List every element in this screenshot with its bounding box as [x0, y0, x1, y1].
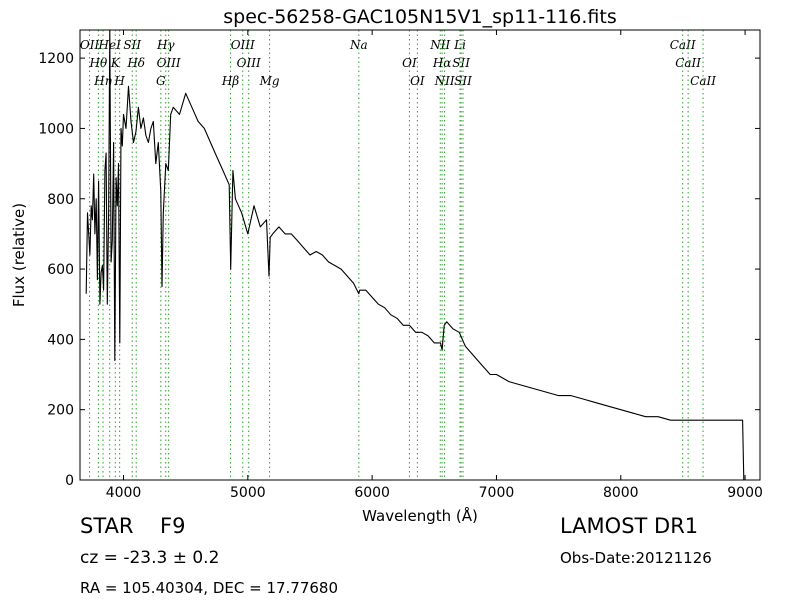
line-marker-label: H: [113, 74, 125, 88]
x-axis-label: Wavelength (Å): [362, 506, 478, 525]
line-marker-label: CaII: [675, 56, 701, 70]
line-marker-label: OIII: [237, 56, 261, 70]
line-marker-label: Hα: [432, 56, 452, 70]
plot-frame: [79, 29, 761, 481]
line-marker-label: Hβ: [221, 74, 239, 88]
y-tick-label: 800: [47, 192, 74, 208]
line-marker-label: NII: [434, 74, 455, 88]
line-marker-label: G: [156, 74, 166, 88]
line-marker-label: CaII: [690, 74, 716, 88]
line-marker-label: Li: [453, 38, 466, 52]
y-tick-label: 200: [47, 403, 74, 419]
line-marker-label: OI: [402, 56, 417, 70]
line-marker-label: Na: [349, 38, 368, 52]
y-axis-label: Flux (relative): [10, 203, 28, 307]
line-marker-label: SII: [452, 56, 470, 70]
x-tick-label: 9000: [727, 485, 763, 501]
line-marker-label: OIII: [157, 56, 181, 70]
chart-title: spec-56258-GAC105N15V1_sp11-116.fits: [223, 6, 617, 28]
y-tick-label: 600: [47, 262, 74, 278]
line-marker-label: SII: [123, 38, 141, 52]
line-marker-label: Hδ: [126, 56, 145, 70]
x-tick-label: 5000: [230, 485, 266, 501]
line-marker-label: Mg: [259, 74, 280, 88]
sky-coordinates: RA = 105.40304, DEC = 17.77680: [80, 579, 339, 597]
y-tick-label: 1200: [38, 51, 74, 67]
line-marker-label: OII: [80, 38, 100, 52]
object-class: STAR: [80, 514, 134, 538]
observation-date: Obs-Date:20121126: [560, 549, 712, 567]
y-tick-label: 400: [47, 332, 74, 348]
x-tick-label: 8000: [603, 485, 639, 501]
x-tick-label: 7000: [479, 485, 515, 501]
line-marker-label: K: [110, 56, 121, 70]
line-marker-label: SII: [454, 74, 472, 88]
y-tick-label: 1000: [38, 121, 74, 137]
survey-name: LAMOST DR1: [560, 514, 699, 538]
line-marker-label: Hθ: [89, 56, 108, 70]
line-marker-label: OIII: [231, 38, 255, 52]
x-tick-label: 4000: [106, 485, 142, 501]
object-subclass: F9: [160, 514, 186, 538]
y-tick-label: 0: [65, 473, 74, 489]
spectrum-line: [85, 29, 746, 481]
x-tick-label: 6000: [354, 485, 390, 501]
line-marker-label: CaII: [670, 38, 696, 52]
line-marker-label: Hγ: [156, 38, 175, 52]
line-marker-label: OI: [410, 74, 425, 88]
line-marker-label: NII: [429, 38, 450, 52]
redshift-value: cz = -23.3 ± 0.2: [80, 548, 220, 568]
line-marker-label: Hη: [93, 74, 112, 88]
